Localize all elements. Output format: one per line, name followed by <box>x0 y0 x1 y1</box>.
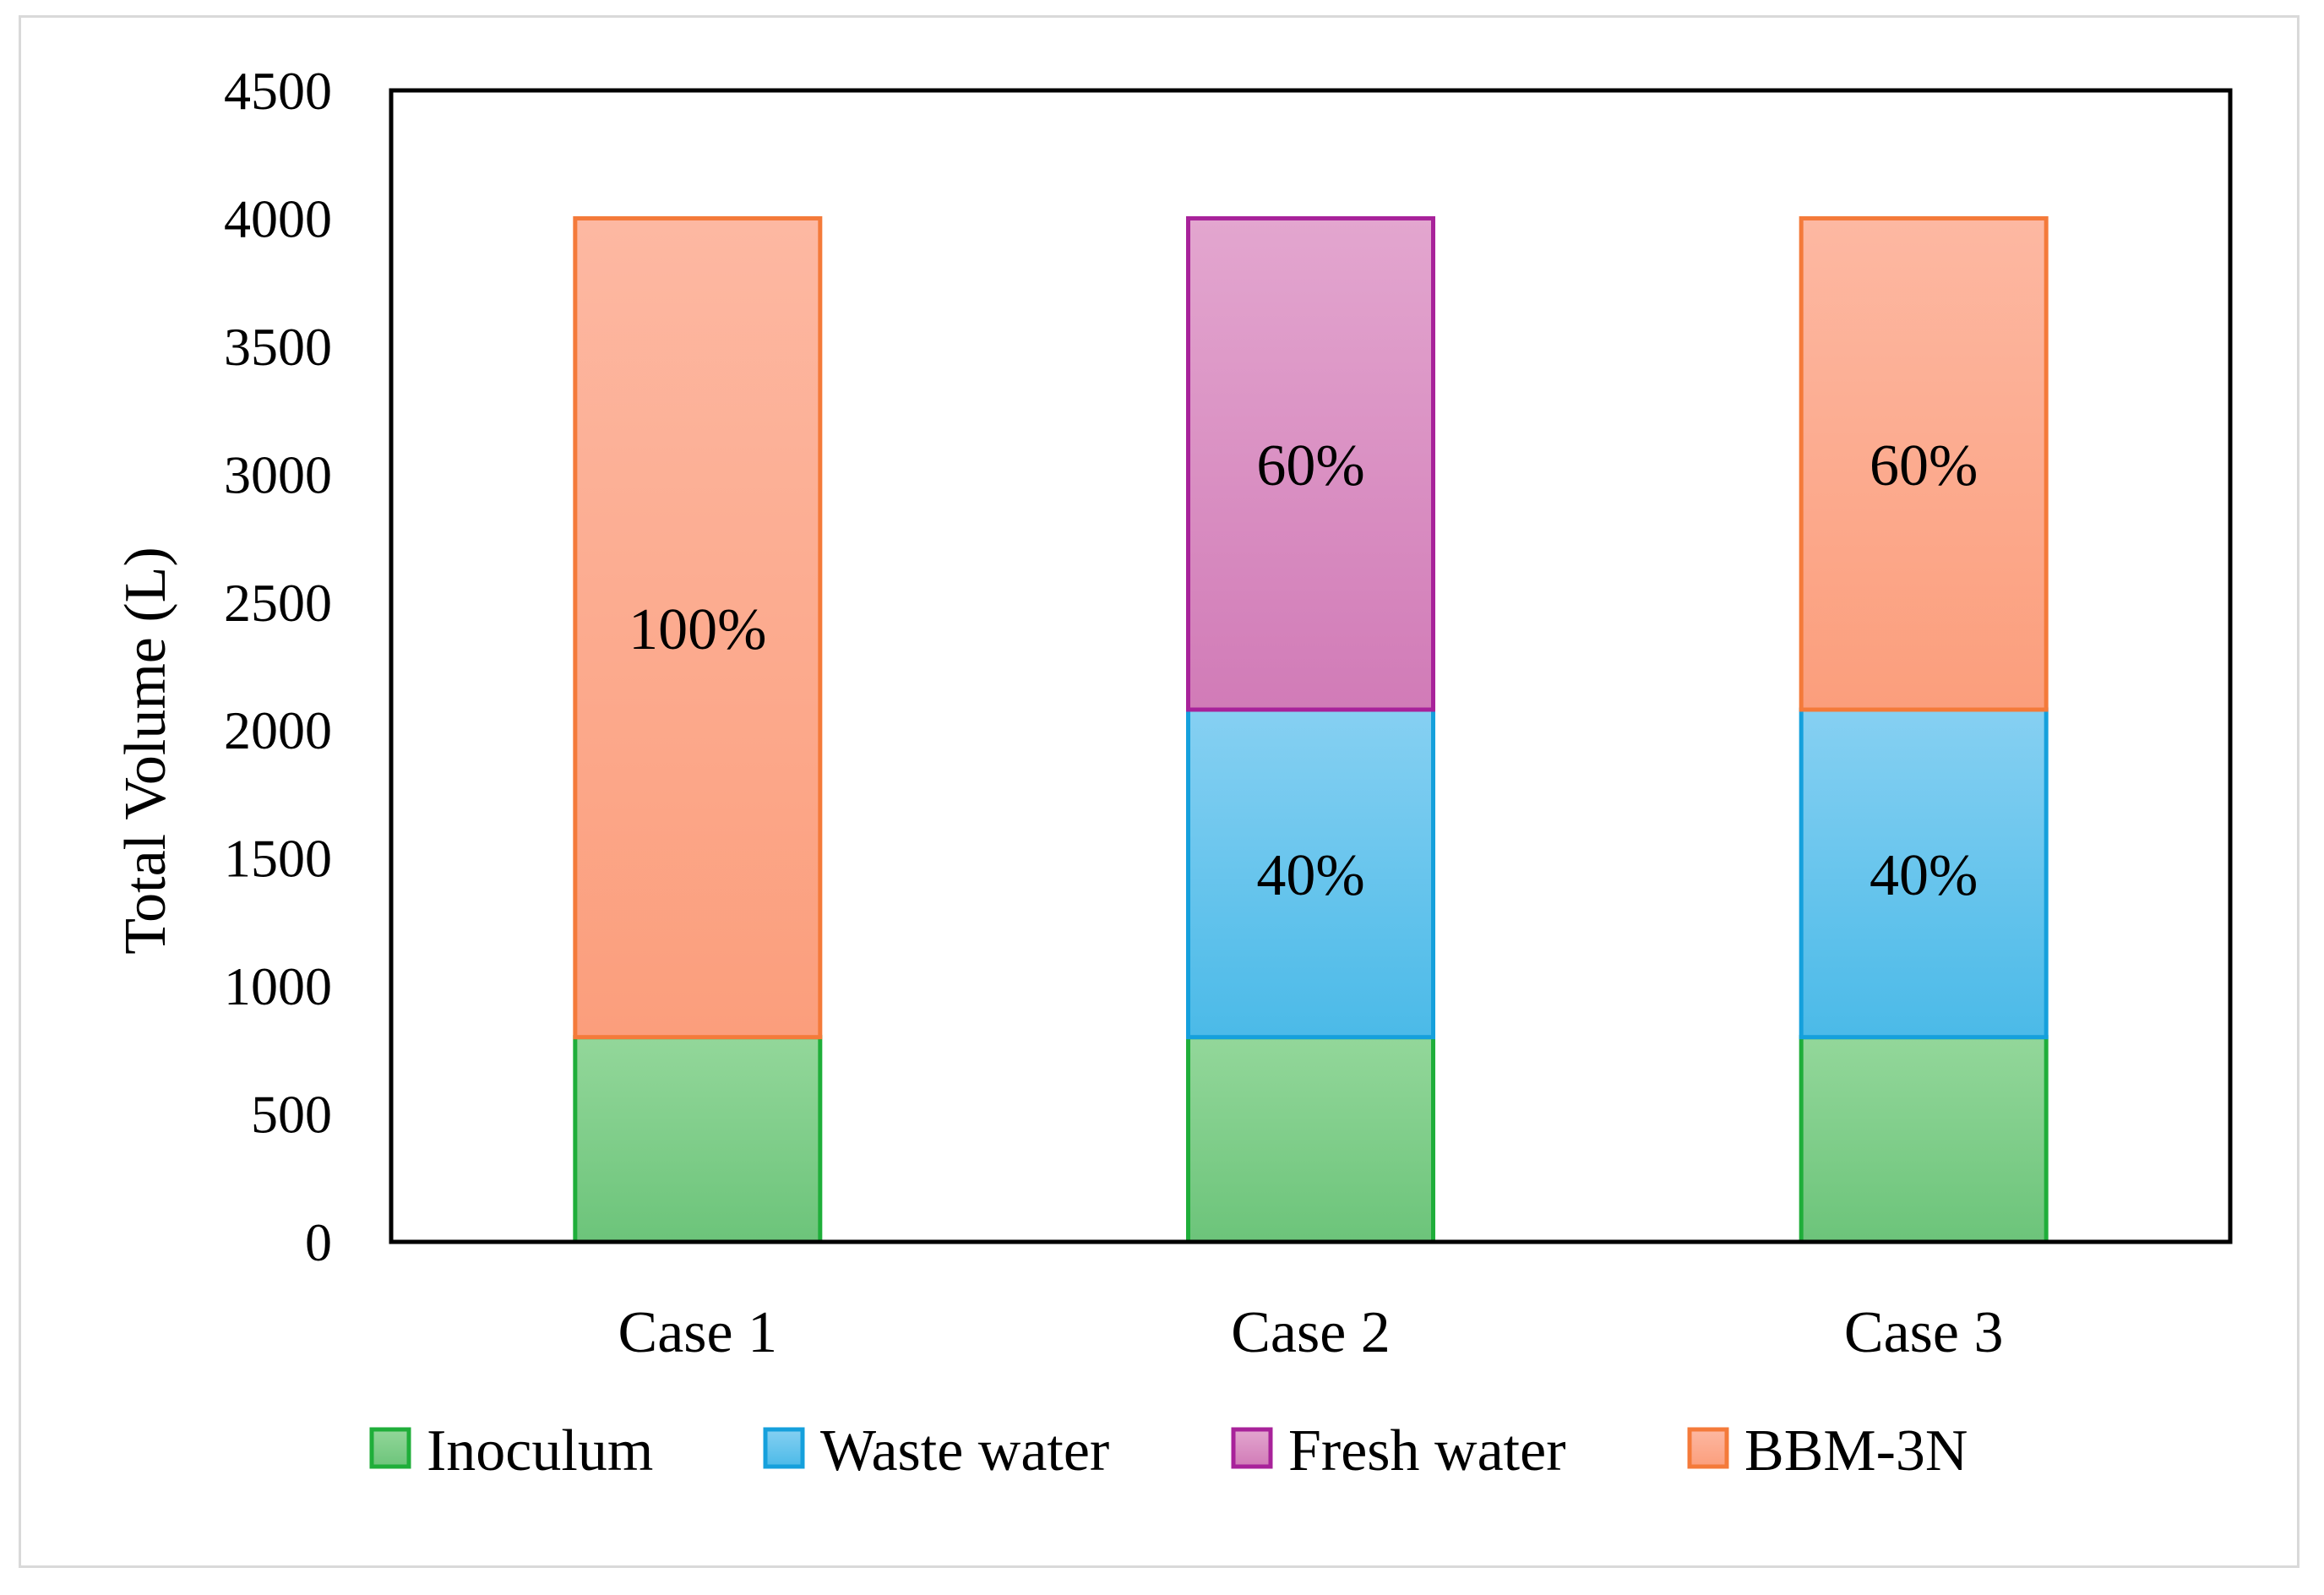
data-labels: 100% 40% 60% 40% 60% <box>629 433 1978 908</box>
legend-swatch <box>369 1427 411 1469</box>
legend: Inoculum Waste water Fresh water BBM-3N <box>369 1418 1968 1483</box>
y-tick-label: 0 <box>305 1212 332 1272</box>
y-axis-ticks: 0 500 1000 1500 2000 2500 3000 3500 4000 4500 <box>224 61 332 1272</box>
bar-segment-inoculum <box>1186 1035 1435 1244</box>
bar-segment-inoculum <box>1799 1035 2049 1244</box>
y-tick-label: 1000 <box>224 956 332 1016</box>
x-axis-categories: Case 1 Case 2 Case 3 <box>618 1300 2004 1365</box>
legend-swatch <box>1231 1427 1273 1469</box>
y-tick-label: 4500 <box>224 61 332 121</box>
y-tick-label: 500 <box>251 1085 332 1145</box>
data-label: 40% <box>1256 843 1364 908</box>
x-category-label: Case 1 <box>618 1300 778 1365</box>
bar-segment-bbm-3n <box>1799 215 2049 712</box>
y-tick-label: 3000 <box>224 444 332 504</box>
y-axis-title: Total Volume (L) <box>113 547 178 954</box>
y-tick-label: 2000 <box>224 700 332 760</box>
data-label: 100% <box>629 597 766 662</box>
data-label: 60% <box>1870 433 1978 498</box>
bar-segment-bbm-3n <box>573 215 823 1040</box>
y-tick-label: 2500 <box>224 573 332 633</box>
data-label: 60% <box>1256 433 1364 498</box>
x-category-label: Case 2 <box>1231 1300 1391 1365</box>
plot-area-border <box>389 88 2233 1244</box>
bar-segment-fresh-water <box>1186 215 1435 712</box>
legend-swatch <box>763 1427 805 1469</box>
bars-layer <box>573 215 2049 1244</box>
legend-label: BBM-3N <box>1744 1418 1968 1483</box>
x-category-label: Case 3 <box>1844 1300 2004 1365</box>
legend-label: Waste water <box>820 1418 1109 1483</box>
bar-segment-inoculum <box>573 1035 823 1244</box>
y-tick-label: 3500 <box>224 317 332 377</box>
data-label: 40% <box>1870 843 1978 908</box>
y-tick-label: 4000 <box>224 188 332 248</box>
y-tick-label: 1500 <box>224 829 332 889</box>
legend-label: Inoculum <box>427 1418 653 1483</box>
legend-label: Fresh water <box>1288 1418 1566 1483</box>
legend-swatch <box>1687 1427 1729 1469</box>
bar-segment-waste-water <box>1799 707 2049 1040</box>
